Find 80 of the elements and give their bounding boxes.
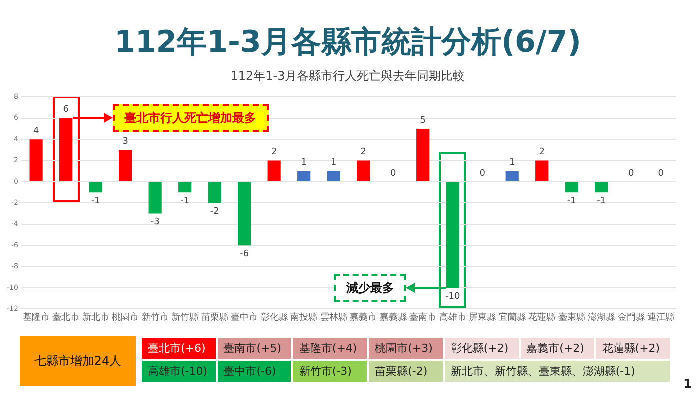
x-tick-label: 臺東縣 xyxy=(558,312,586,323)
data-label: 2 xyxy=(539,148,545,158)
bar xyxy=(268,160,281,182)
bar xyxy=(536,160,549,182)
x-tick-label: 基隆市 xyxy=(22,312,50,323)
data-label: 6 xyxy=(63,105,70,116)
bar xyxy=(238,182,252,246)
bar xyxy=(416,129,430,182)
bar xyxy=(148,182,162,214)
text: 1 xyxy=(684,377,692,391)
text: 新竹市(-3) xyxy=(293,361,368,382)
x-tick-label: 苗栗縣 xyxy=(201,312,228,323)
text: 臺北市(+6) xyxy=(142,338,216,359)
chart-title: 112年1-3月各縣市統計分析(6/7) xyxy=(114,24,582,62)
x-tick-label: 桃園市 xyxy=(112,312,140,323)
annotation: 臺北市行人死亡增加最多 xyxy=(112,104,269,132)
chart-subtitle: 112年1-3月各縣市行人死亡與去年同期比較 xyxy=(230,68,466,85)
x-tick-label: 金門縣 xyxy=(618,312,645,323)
bar xyxy=(178,182,192,193)
text: 苗栗縣(-2) xyxy=(369,361,443,382)
data-label: 1 xyxy=(330,158,337,168)
bar xyxy=(89,182,102,193)
data-label: 2 xyxy=(360,148,366,158)
x-tick-label: 臺北市 xyxy=(52,312,80,323)
x-tick-label: 臺南市 xyxy=(410,312,437,323)
text: 高雄市(-10) xyxy=(142,361,216,382)
data-label: 0 xyxy=(658,168,664,179)
data-label: -1 xyxy=(180,196,190,206)
bar xyxy=(298,171,311,182)
data-label: -1 xyxy=(567,196,576,206)
data-label: -3 xyxy=(150,218,160,228)
bar xyxy=(595,182,608,193)
text: 七縣市增加24人 xyxy=(20,336,136,386)
bar xyxy=(327,171,340,182)
x-tick-label: 雲林縣 xyxy=(320,312,348,323)
data-label: -1 xyxy=(91,196,100,206)
text: 新北市、新竹縣、臺東縣、澎湖縣(-1) xyxy=(444,361,670,382)
x-tick-label: 澎湖縣 xyxy=(588,312,616,323)
data-label: 0 xyxy=(480,168,486,179)
bar xyxy=(119,150,132,182)
bar xyxy=(60,118,73,182)
annotation: 減少最多 xyxy=(334,274,406,302)
text: 彰化縣(+2) xyxy=(444,338,519,359)
bar xyxy=(357,160,370,182)
bar xyxy=(565,182,578,193)
data-label: -2 xyxy=(210,207,220,218)
data-label: 4 xyxy=(33,126,40,136)
x-tick-label: 嘉義市 xyxy=(350,312,378,323)
x-tick-label: 臺中市 xyxy=(231,312,258,323)
x-tick-label: 彰化縣 xyxy=(260,312,288,323)
data-label: 5 xyxy=(420,116,426,126)
x-tick-label: 連江縣 xyxy=(648,312,675,323)
x-tick-label: 宜蘭縣 xyxy=(498,312,526,323)
data-label: 0 xyxy=(390,168,396,179)
text: 臺中市(-6) xyxy=(218,361,292,382)
bar xyxy=(208,182,222,204)
data-label: -1 xyxy=(597,196,606,206)
data-label: 3 xyxy=(122,137,128,148)
bar xyxy=(506,171,519,182)
data-label: -10 xyxy=(446,292,460,302)
data-label: 2 xyxy=(271,148,278,158)
x-tick-label: 高雄市 xyxy=(439,312,466,323)
text: 嘉義市(+2) xyxy=(520,338,594,359)
data-label: 1 xyxy=(509,158,516,168)
bar xyxy=(446,182,460,288)
bar xyxy=(30,140,43,182)
text: 桃園市(+3) xyxy=(369,338,443,359)
text: 基隆市(+4) xyxy=(293,338,368,359)
text: 花蓮縣(+2) xyxy=(596,338,670,359)
x-tick-label: 嘉義縣 xyxy=(380,312,407,323)
x-tick-label: 新竹縣 xyxy=(172,312,199,323)
x-tick-label: 新竹市 xyxy=(142,312,169,323)
data-label: -6 xyxy=(240,249,250,260)
x-tick-label: 花蓮縣 xyxy=(528,312,556,323)
x-tick-label: 新北市 xyxy=(82,312,110,323)
data-label: 1 xyxy=(301,158,307,168)
x-tick-label: 南投縣 xyxy=(290,312,318,323)
text: 臺南市(+5) xyxy=(218,338,292,359)
x-tick-label: 屏東縣 xyxy=(469,312,496,323)
data-label: 0 xyxy=(628,168,635,179)
